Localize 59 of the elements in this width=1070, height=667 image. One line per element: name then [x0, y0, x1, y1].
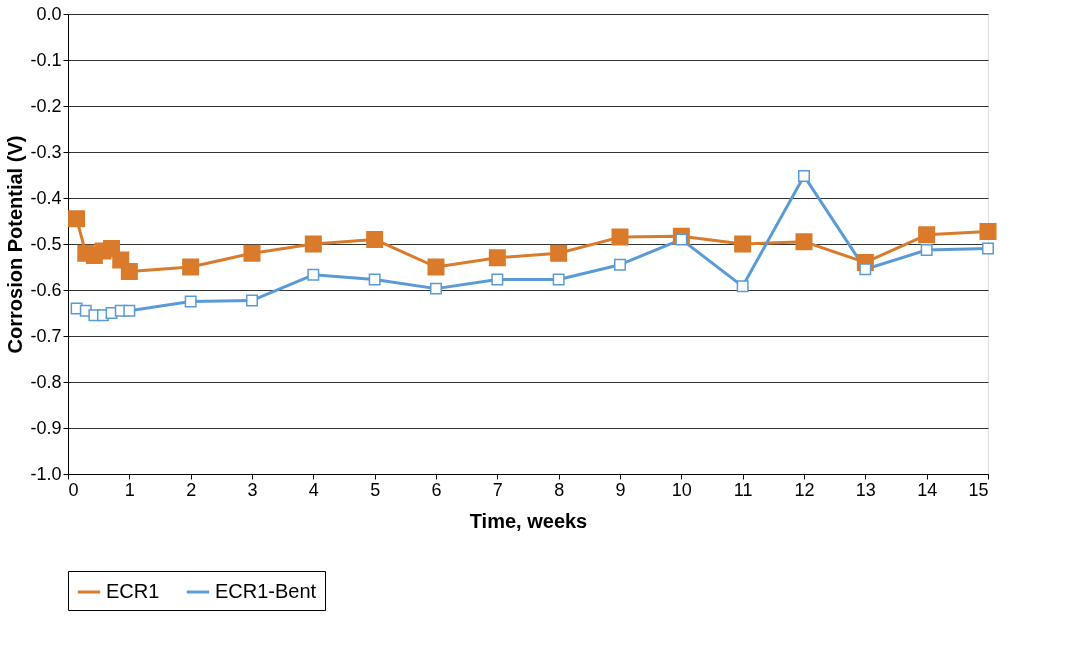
- point: [123, 304, 136, 317]
- y-tick-label: 0.0: [36, 3, 62, 24]
- point: [550, 244, 568, 262]
- point: [427, 258, 445, 276]
- point: [918, 226, 936, 244]
- x-tick-label: 10: [671, 479, 692, 500]
- x-tick-label: 14: [917, 479, 938, 500]
- point: [614, 258, 626, 271]
- point: [430, 282, 442, 295]
- x-tick-label: 8: [554, 479, 565, 500]
- y-tick-label: -0.2: [30, 95, 62, 116]
- x-tick-label: 3: [247, 479, 258, 500]
- point: [611, 228, 629, 246]
- x-tick-label: 12: [794, 479, 815, 500]
- point: [307, 268, 320, 281]
- point: [120, 263, 138, 281]
- x-tick-label: 5: [370, 479, 381, 500]
- x-tick-label: 9: [615, 479, 626, 500]
- point: [182, 258, 200, 276]
- y-tick-label: -0.1: [30, 49, 62, 70]
- x-tick-label: 4: [308, 479, 319, 500]
- x-tick-label: 11: [733, 479, 753, 500]
- x-tick-label: 1: [124, 479, 135, 500]
- legend-label: ECR1: [106, 580, 160, 602]
- point: [982, 242, 994, 255]
- x-tick-label: 0: [68, 479, 79, 500]
- point: [243, 244, 261, 262]
- point: [184, 295, 197, 308]
- x-tick-label: 6: [431, 479, 442, 500]
- x-tick-label: 7: [492, 479, 503, 500]
- point: [246, 294, 258, 307]
- y-tick-label: -1.0: [30, 463, 62, 484]
- y-tick-label: -0.8: [30, 371, 62, 392]
- legend-label: ECR1-Bent: [215, 580, 317, 602]
- point: [552, 273, 565, 286]
- y-tick-label: -0.5: [30, 233, 62, 254]
- point: [798, 169, 810, 182]
- y-tick-label: -0.7: [30, 325, 62, 346]
- point: [368, 273, 381, 286]
- y-tick-label: -0.6: [30, 279, 62, 300]
- point: [366, 230, 384, 248]
- x-tick-label: 15: [968, 479, 989, 500]
- x-tick-label: 2: [186, 479, 197, 500]
- y-tick-label: -0.9: [30, 417, 62, 438]
- point: [979, 223, 997, 241]
- point: [68, 210, 86, 228]
- point: [736, 280, 749, 293]
- y-tick-label: -0.3: [30, 141, 62, 162]
- point: [920, 243, 933, 256]
- point: [491, 273, 504, 286]
- y-tick-label: -0.4: [30, 187, 62, 208]
- point: [734, 235, 752, 253]
- point: [304, 235, 322, 253]
- point: [488, 249, 506, 267]
- point: [859, 263, 872, 276]
- y-axis-title: Corrosion Potential (V): [4, 135, 27, 354]
- x-axis-title: Time, weeks: [469, 509, 588, 532]
- x-tick-label: 13: [855, 479, 876, 500]
- point: [795, 233, 813, 251]
